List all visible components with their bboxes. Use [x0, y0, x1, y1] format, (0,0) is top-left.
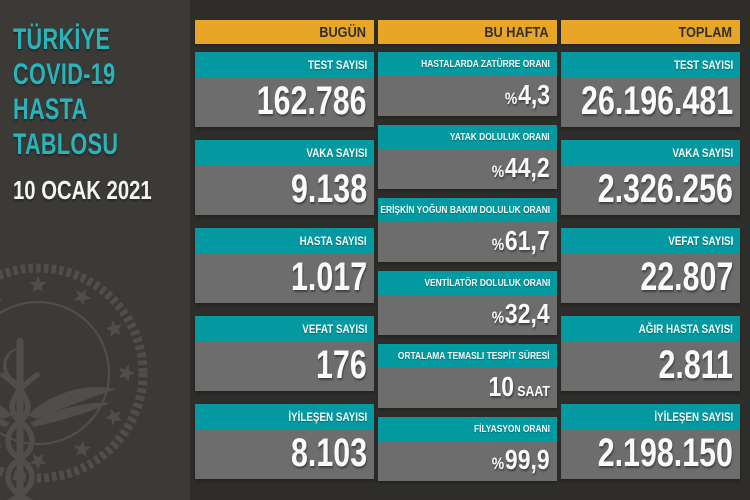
column-header-bu-hafta: BU HAFTA — [378, 20, 557, 44]
title-line: TÜRKİYE — [13, 22, 159, 57]
stat-label: TEST SAYISI — [561, 52, 740, 78]
report-date: 10 OCAK 2021 — [13, 176, 190, 204]
title-line: TABLOSU — [13, 127, 159, 162]
column-header-toplam: TOPLAM — [561, 20, 740, 44]
stat-cell-vefat-sayisi-toplam: VEFAT SAYISI 22.807 — [561, 228, 740, 303]
stat-label: FİLYASYON ORANI — [378, 417, 557, 441]
stat-label: VENTİLATÖR DOLULUK ORANI — [378, 271, 557, 295]
stat-cell-temasli-tespit-suresi: ORTALAMA TEMASLI TESPİT SÜRESİ 10 SAAT — [378, 344, 557, 408]
column-bugun: BUGÜN TEST SAYISI 162.786 VAKA SAYISI 9.… — [195, 20, 374, 479]
stat-cell-test-sayisi-toplam: TEST SAYISI 26.196.481 — [561, 52, 740, 127]
page-title: TÜRKİYE COVID-19 HASTA TABLOSU — [13, 22, 159, 162]
stat-value: 1.017 — [195, 254, 374, 303]
stat-cell-iyilesen-sayisi-bugun: İYİLEŞEN SAYISI 8.103 — [195, 404, 374, 479]
stat-label: VAKA SAYISI — [195, 140, 374, 166]
stat-cell-vaka-sayisi-toplam: VAKA SAYISI 2.326.256 — [561, 140, 740, 215]
stat-value: 22.807 — [561, 254, 740, 303]
stat-value: 162.786 — [195, 78, 374, 127]
stat-label: ORTALAMA TEMASLI TESPİT SÜRESİ — [378, 344, 557, 368]
stat-value: % 99,9 — [378, 441, 557, 481]
stat-value: 26.196.481 — [561, 78, 740, 127]
title-line-text: TABLOSU — [13, 128, 119, 161]
stat-label: İYİLEŞEN SAYISI — [195, 404, 374, 430]
title-line: HASTA — [13, 92, 159, 127]
stat-value: 176 — [195, 342, 374, 391]
stat-cell-yatak-doluluk-orani: YATAK DOLULUK ORANI % 44,2 — [378, 125, 557, 189]
stat-label: HASTA SAYISI — [195, 228, 374, 254]
sidebar: TÜRKİYE COVID-19 HASTA TABLOSU 10 OCAK 2… — [0, 0, 190, 500]
stat-value: 2.198.150 — [561, 430, 740, 479]
stat-cell-test-sayisi-bugun: TEST SAYISI 162.786 — [195, 52, 374, 127]
stat-label: VEFAT SAYISI — [195, 316, 374, 342]
stat-value: 10 SAAT — [378, 368, 557, 408]
stat-label: VEFAT SAYISI — [561, 228, 740, 254]
stat-cell-filyasyon-orani: FİLYASYON ORANI % 99,9 — [378, 417, 557, 481]
stat-label: VAKA SAYISI — [561, 140, 740, 166]
stat-value: % 44,2 — [378, 149, 557, 189]
ministry-of-health-emblem-icon — [0, 263, 148, 500]
column-header-bugun: BUGÜN — [195, 20, 374, 44]
title-line-text: TÜRKİYE — [13, 23, 111, 56]
column-header-text: BU HAFTA — [484, 23, 549, 41]
stat-value: % 61,7 — [378, 222, 557, 262]
stat-cell-vefat-sayisi-bugun: VEFAT SAYISI 176 — [195, 316, 374, 391]
stat-value: 2.326.256 — [561, 166, 740, 215]
column-header-text: TOPLAM — [678, 23, 732, 41]
stat-cell-zaturre-orani: HASTALARDA ZATÜRRE ORANI % 4,3 — [378, 52, 557, 116]
stat-value: 8.103 — [195, 430, 374, 479]
report-date-text: 10 OCAK 2021 — [13, 175, 152, 205]
stat-cell-ventilator-doluluk-orani: VENTİLATÖR DOLULUK ORANI % 32,4 — [378, 271, 557, 335]
stat-cell-yogun-bakim-doluluk-orani: ERİŞKİN YOĞUN BAKIM DOLULUK ORANI % 61,7 — [378, 198, 557, 262]
stat-cell-hasta-sayisi-bugun: HASTA SAYISI 1.017 — [195, 228, 374, 303]
stat-label: YATAK DOLULUK ORANI — [378, 125, 557, 149]
stat-label: AĞIR HASTA SAYISI — [561, 316, 740, 342]
stat-cell-vaka-sayisi-bugun: VAKA SAYISI 9.138 — [195, 140, 374, 215]
stat-value: % 4,3 — [378, 76, 557, 116]
stat-cell-iyilesen-sayisi-toplam: İYİLEŞEN SAYISI 2.198.150 — [561, 404, 740, 479]
title-line-text: COVID-19 — [13, 58, 116, 91]
stat-cell-agir-hasta-sayisi-toplam: AĞIR HASTA SAYISI 2.811 — [561, 316, 740, 391]
column-header-text: BUGÜN — [319, 23, 366, 41]
stat-value: % 32,4 — [378, 295, 557, 335]
title-line-text: HASTA — [13, 93, 88, 126]
stat-value: 2.811 — [561, 342, 740, 391]
stat-label: HASTALARDA ZATÜRRE ORANI — [378, 52, 557, 76]
column-bu-hafta: BU HAFTA HASTALARDA ZATÜRRE ORANI % 4,3 Y… — [378, 20, 557, 490]
stat-value: 9.138 — [195, 166, 374, 215]
stat-label: ERİŞKİN YOĞUN BAKIM DOLULUK ORANI — [378, 198, 557, 222]
stat-label: İYİLEŞEN SAYISI — [561, 404, 740, 430]
title-line: COVID-19 — [13, 57, 159, 92]
column-toplam: TOPLAM TEST SAYISI 26.196.481 VAKA SAYIS… — [561, 20, 740, 479]
stat-label: TEST SAYISI — [195, 52, 374, 78]
